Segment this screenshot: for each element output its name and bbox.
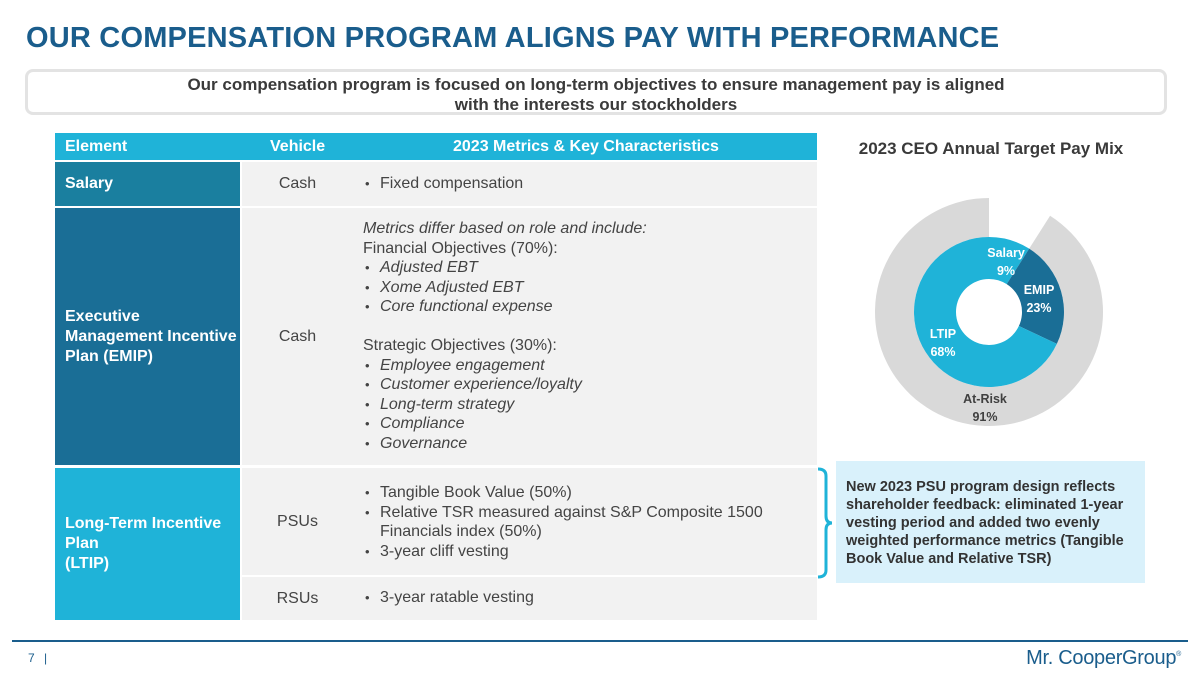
strategic-heading: Strategic Objectives (30%): xyxy=(363,337,557,354)
emip-value-text: 23% xyxy=(1026,301,1051,315)
at-risk-value-text: 91% xyxy=(972,410,997,424)
psu-callout: New 2023 PSU program design reflects sha… xyxy=(836,461,1145,583)
page-title: OUR COMPENSATION PROGRAM ALIGNS PAY WITH… xyxy=(26,22,1000,54)
strategic-item: Governance xyxy=(363,434,817,454)
subtitle-line-2: with the interests our stockholders xyxy=(454,95,738,114)
ltip-label-text: LTIP xyxy=(930,327,956,341)
salary-vehicle-cell: Cash xyxy=(242,162,353,206)
ltip-label: Long-Term Incentive Plan xyxy=(65,515,222,552)
footer-divider xyxy=(12,640,1188,642)
page-number: 7 | xyxy=(28,651,47,665)
logo-text: Mr. CooperGroup xyxy=(1026,647,1177,669)
rsu-vehicle: RSUs xyxy=(276,589,319,607)
header-metrics: 2023 Metrics & Key Characteristics xyxy=(453,138,719,155)
page-separator: | xyxy=(44,651,48,665)
subtitle-line-1: Our compensation program is focused on l… xyxy=(187,75,1005,94)
emip-intro: Metrics differ based on role and include… xyxy=(363,220,647,237)
emip-label-text: EMIP xyxy=(1024,283,1055,297)
salary-item: Fixed compensation xyxy=(363,174,817,194)
emip-desc-cell: Metrics differ based on role and include… xyxy=(353,208,817,465)
salary-label-text: Salary xyxy=(987,246,1025,260)
salary-label: Salary xyxy=(65,175,114,192)
financial-item: Core functional expense xyxy=(363,297,817,317)
salary-value-text: 9% xyxy=(997,264,1015,278)
ltip-slice xyxy=(914,237,1057,387)
strategic-item: Compliance xyxy=(363,414,817,434)
salary-desc-cell: Fixed compensation xyxy=(353,162,817,206)
emip-element-cell: Executive Management Incentive Plan (EMI… xyxy=(55,208,240,465)
psu-item: Relative TSR measured against S&P Compos… xyxy=(363,503,770,542)
ltip-abbrev: (LTIP) xyxy=(65,555,110,572)
at-risk-ring xyxy=(875,198,1103,426)
psu-item: Tangible Book Value (50%) xyxy=(363,483,817,503)
emip-slice xyxy=(1006,248,1064,344)
psu-desc-cell: Tangible Book Value (50%) Relative TSR m… xyxy=(353,468,817,575)
emip-vehicle: Cash xyxy=(278,327,317,345)
salary-element-cell: Salary xyxy=(55,162,240,206)
logo-mark: ® xyxy=(1176,651,1181,658)
psu-vehicle: PSUs xyxy=(277,512,318,530)
emip-label: Executive Management Incentive Plan (EMI… xyxy=(65,307,237,365)
rsu-desc-cell: 3-year ratable vesting xyxy=(353,577,817,620)
ltip-value-text: 68% xyxy=(930,345,955,359)
strategic-item: Employee engagement xyxy=(363,356,817,376)
salary-vehicle: Cash xyxy=(278,175,317,192)
financial-item: Xome Adjusted EBT xyxy=(363,278,817,298)
rsu-item: 3-year ratable vesting xyxy=(363,588,817,608)
page-number-value: 7 xyxy=(28,651,35,665)
financial-heading: Financial Objectives (70%): xyxy=(363,239,558,257)
company-logo: Mr. CooperGroup® xyxy=(1026,647,1181,670)
strategic-item: Customer experience/loyalty xyxy=(363,375,817,395)
financial-item: Adjusted EBT xyxy=(363,258,817,278)
table-header-row: Element Vehicle 2023 Metrics & Key Chara… xyxy=(55,133,817,160)
salary-slice xyxy=(989,237,1030,285)
header-element: Element xyxy=(65,138,128,155)
ltip-element-cell: Long-Term Incentive Plan (LTIP) xyxy=(55,468,240,620)
subtitle-box: Our compensation program is focused on l… xyxy=(25,69,1167,115)
strategic-item: Long-term strategy xyxy=(363,395,817,415)
pay-mix-chart: Salary 9% EMIP 23% LTIP 68% At-Risk 91% xyxy=(875,198,1103,426)
at-risk-label-text: At-Risk xyxy=(963,392,1007,406)
psu-vehicle-cell: PSUs xyxy=(242,468,353,575)
chart-title: 2023 CEO Annual Target Pay Mix xyxy=(858,139,1124,158)
psu-item: 3-year cliff vesting xyxy=(363,542,817,562)
rsu-vehicle-cell: RSUs xyxy=(242,577,353,620)
header-vehicle: Vehicle xyxy=(270,138,326,155)
bracket-icon xyxy=(817,467,832,579)
emip-vehicle-cell: Cash xyxy=(242,208,353,465)
